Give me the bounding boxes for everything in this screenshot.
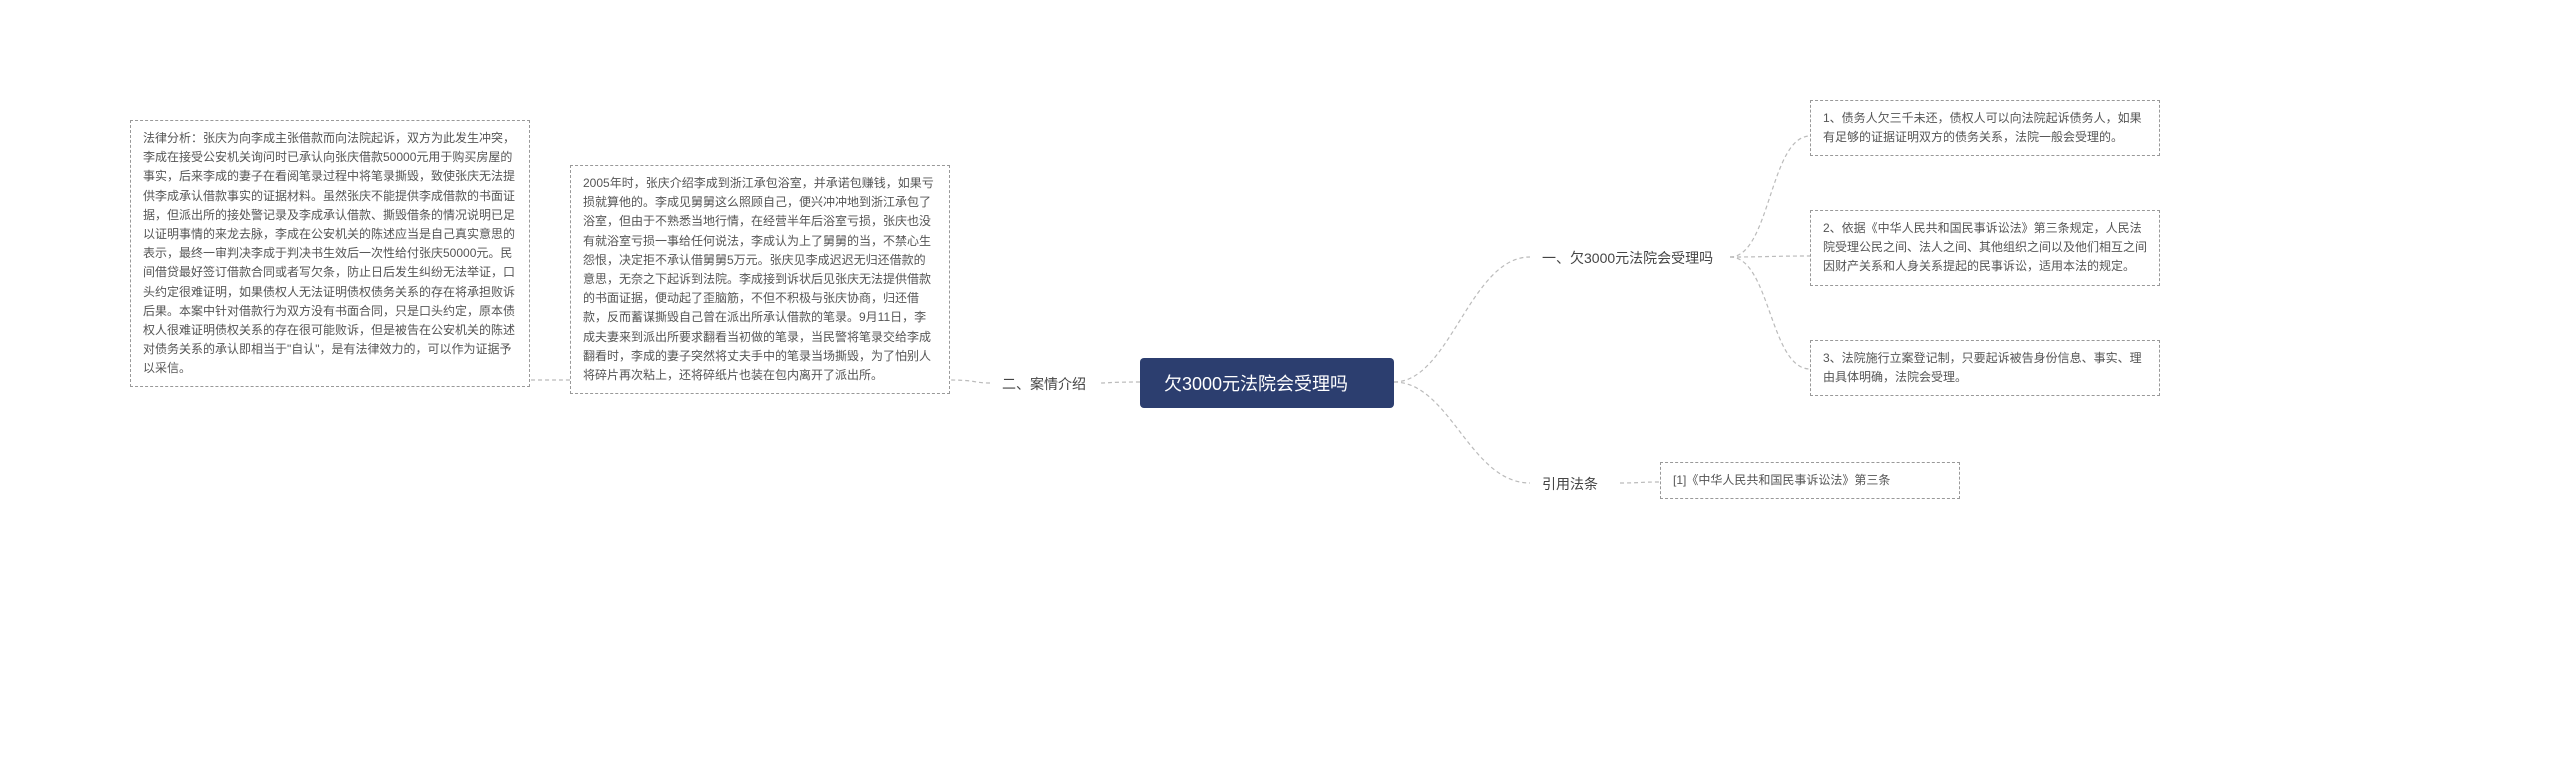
branch-right-2: 引用法条 — [1530, 468, 1610, 500]
branch-right-1: 一、欠3000元法院会受理吗 — [1530, 242, 1725, 274]
left-child-1: 2005年时，张庆介绍李成到浙江承包浴室，并承诺包赚钱，如果亏损就算他的。李成见… — [570, 165, 950, 394]
center-topic: 欠3000元法院会受理吗 — [1140, 358, 1394, 408]
branch-left: 二、案情介绍 — [990, 368, 1098, 400]
right2-child-1: [1]《中华人民共和国民事诉讼法》第三条 — [1660, 462, 1960, 499]
right1-child-1: 1、债务人欠三千未还，债权人可以向法院起诉债务人，如果有足够的证据证明双方的债务… — [1810, 100, 2160, 156]
right1-child-3: 3、法院施行立案登记制，只要起诉被告身份信息、事实、理由具体明确，法院会受理。 — [1810, 340, 2160, 396]
left-child-2: 法律分析：张庆为向李成主张借款而向法院起诉，双方为此发生冲突，李成在接受公安机关… — [130, 120, 530, 387]
right1-child-2: 2、依据《中华人民共和国民事诉讼法》第三条规定，人民法院受理公民之间、法人之间、… — [1810, 210, 2160, 286]
